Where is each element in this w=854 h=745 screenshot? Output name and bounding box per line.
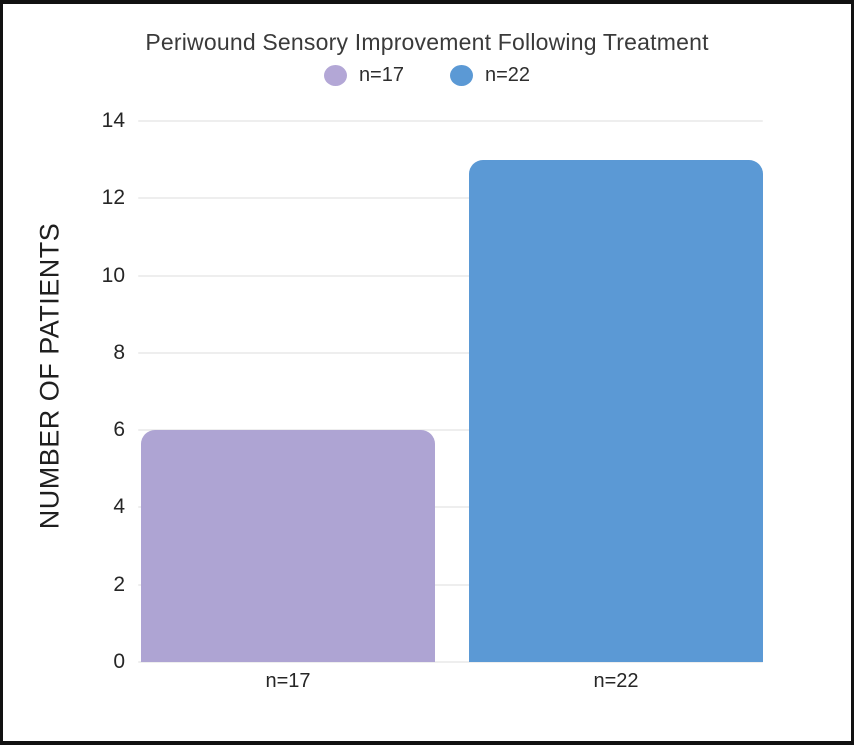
bar-n=22 bbox=[469, 159, 763, 662]
gridline bbox=[138, 661, 763, 663]
y-tick-label: 0 bbox=[113, 650, 125, 673]
y-tick-label: 6 bbox=[113, 418, 125, 442]
legend: n=17 n=22 bbox=[3, 64, 851, 87]
gridline bbox=[138, 120, 763, 122]
legend-item: n=22 bbox=[450, 64, 530, 87]
y-tick-label: 10 bbox=[101, 263, 125, 287]
y-tick-label: 4 bbox=[113, 495, 125, 519]
y-axis-title: NUMBER OF PATIENTS bbox=[34, 222, 65, 530]
gridline bbox=[138, 583, 763, 586]
gridline bbox=[138, 197, 763, 200]
y-tick-label: 2 bbox=[113, 572, 125, 596]
x-tick-label: n=22 bbox=[593, 670, 639, 692]
legend-dot-icon bbox=[450, 65, 473, 86]
legend-label: n=17 bbox=[358, 64, 404, 86]
legend-label: n=22 bbox=[485, 64, 531, 86]
y-tick-label: 14 bbox=[101, 109, 125, 132]
gridline bbox=[138, 429, 763, 432]
bar-n=17 bbox=[141, 430, 435, 662]
chart-title: Periwound Sensory Improvement Following … bbox=[145, 29, 709, 55]
x-tick-label: n=17 bbox=[265, 670, 311, 692]
y-tick-label: 12 bbox=[101, 186, 125, 210]
gridline bbox=[138, 274, 763, 277]
y-tick-label: 8 bbox=[113, 340, 125, 364]
gridline bbox=[138, 506, 763, 509]
legend-item: n=17 bbox=[323, 64, 404, 87]
gridline bbox=[138, 351, 763, 354]
legend-dot-icon bbox=[323, 65, 347, 86]
